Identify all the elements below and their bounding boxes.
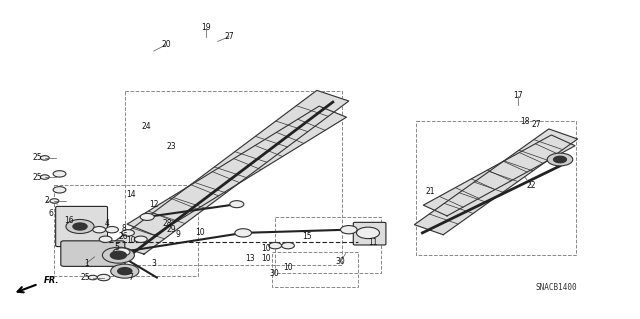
Text: 24: 24 — [141, 122, 151, 130]
Bar — [275, 217, 381, 273]
Circle shape — [113, 248, 130, 256]
Text: 4: 4 — [105, 219, 110, 228]
Polygon shape — [112, 90, 349, 254]
Circle shape — [102, 247, 134, 263]
Circle shape — [66, 219, 94, 234]
Bar — [54, 185, 198, 276]
Text: 18: 18 — [520, 117, 529, 126]
Text: 27: 27 — [224, 32, 234, 41]
Text: 28: 28 — [163, 219, 172, 228]
Circle shape — [99, 236, 112, 242]
Circle shape — [106, 226, 118, 233]
Circle shape — [40, 156, 49, 160]
Text: 25: 25 — [80, 273, 90, 282]
Text: 1: 1 — [84, 259, 89, 268]
Circle shape — [97, 274, 110, 281]
Text: 26: 26 — [118, 232, 128, 241]
Circle shape — [554, 156, 566, 163]
Circle shape — [122, 230, 134, 236]
Text: 23: 23 — [166, 142, 177, 151]
Text: 17: 17 — [513, 91, 524, 100]
Text: 6: 6 — [49, 209, 54, 218]
Polygon shape — [127, 106, 346, 235]
Text: 30: 30 — [335, 257, 346, 266]
Text: 12: 12 — [149, 200, 158, 209]
Text: 22: 22 — [527, 181, 536, 189]
Circle shape — [53, 171, 66, 177]
Text: 19: 19 — [201, 23, 211, 32]
Text: 10: 10 — [195, 228, 205, 237]
Text: 14: 14 — [126, 190, 136, 199]
Circle shape — [134, 236, 147, 242]
Text: 8: 8 — [122, 224, 127, 233]
Text: 27: 27 — [531, 120, 541, 129]
Circle shape — [356, 227, 380, 239]
Text: 21: 21 — [426, 187, 435, 196]
FancyBboxPatch shape — [353, 222, 386, 245]
Bar — [125, 91, 342, 265]
Text: 10: 10 — [261, 244, 271, 253]
Circle shape — [269, 242, 282, 249]
Text: 11: 11 — [368, 238, 377, 247]
Circle shape — [50, 199, 59, 203]
Text: SNACB1400: SNACB1400 — [536, 283, 578, 292]
Bar — [416, 121, 576, 255]
Text: FR.: FR. — [44, 276, 59, 285]
Circle shape — [73, 223, 87, 230]
Text: 30: 30 — [269, 269, 279, 278]
Circle shape — [282, 242, 294, 249]
Text: 10: 10 — [283, 263, 293, 272]
Circle shape — [40, 175, 49, 179]
Text: 16: 16 — [64, 216, 74, 225]
Text: 25: 25 — [32, 173, 42, 182]
Text: 10: 10 — [126, 236, 136, 245]
Circle shape — [547, 153, 573, 166]
Text: 3: 3 — [151, 259, 156, 268]
Circle shape — [118, 268, 132, 275]
Circle shape — [53, 187, 66, 193]
Circle shape — [110, 251, 127, 259]
Circle shape — [88, 275, 97, 280]
FancyBboxPatch shape — [56, 206, 108, 247]
Text: 25: 25 — [32, 153, 42, 162]
Text: 9: 9 — [175, 230, 180, 239]
Text: 7: 7 — [128, 273, 133, 282]
Circle shape — [93, 226, 106, 233]
Text: 20: 20 — [161, 40, 172, 49]
Circle shape — [111, 264, 139, 278]
Text: 13: 13 — [244, 254, 255, 263]
Circle shape — [140, 213, 154, 220]
Text: 2: 2 — [44, 197, 49, 205]
Circle shape — [230, 201, 244, 208]
Text: 29: 29 — [166, 225, 176, 234]
Circle shape — [340, 226, 357, 234]
Bar — [272, 252, 358, 287]
Circle shape — [235, 229, 252, 237]
Text: 15: 15 — [302, 232, 312, 241]
Polygon shape — [424, 135, 575, 216]
Text: 5: 5 — [114, 243, 119, 252]
Polygon shape — [414, 129, 578, 235]
Text: 10: 10 — [261, 254, 271, 263]
FancyBboxPatch shape — [61, 241, 125, 266]
